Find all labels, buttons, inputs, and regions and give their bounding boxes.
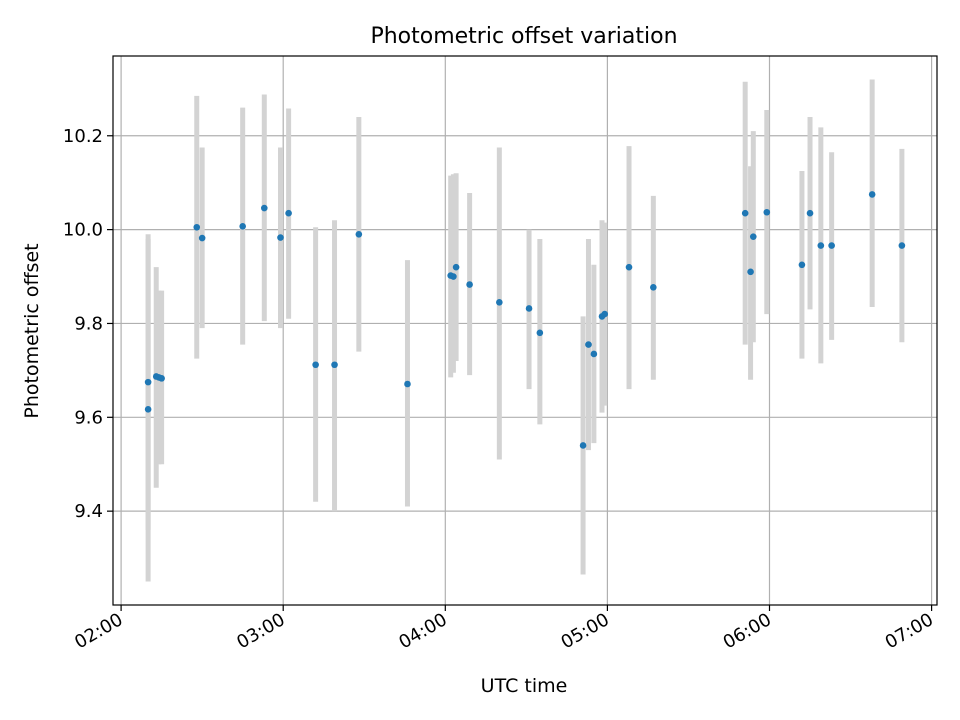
data-point xyxy=(590,350,598,358)
data-point xyxy=(763,208,771,216)
data-point xyxy=(404,380,411,388)
data-point xyxy=(579,442,587,449)
y-tick-label: 9.8 xyxy=(74,313,103,334)
x-tick-label: 02:00 xyxy=(71,609,126,653)
data-point xyxy=(312,361,319,369)
data-point xyxy=(285,209,292,217)
data-point xyxy=(828,242,835,249)
chart-title: Photometric offset variation xyxy=(370,24,677,49)
plot-grid xyxy=(113,56,937,605)
errorbar-layer xyxy=(145,79,905,582)
data-point xyxy=(749,233,757,240)
y-tick-label: 9.4 xyxy=(74,501,103,522)
data-point xyxy=(193,223,201,231)
data-point xyxy=(496,299,503,306)
data-point xyxy=(331,361,338,369)
data-point xyxy=(601,310,608,318)
data-point xyxy=(450,273,457,280)
data-point xyxy=(798,261,806,269)
y-axis: 9.4 9.6 9.8 10.0 10.2 xyxy=(63,126,113,522)
data-point xyxy=(650,284,657,291)
data-point xyxy=(585,341,592,348)
data-point xyxy=(260,204,268,212)
data-point xyxy=(898,242,906,249)
data-point-layer xyxy=(144,191,906,449)
data-point xyxy=(625,263,633,271)
data-point xyxy=(525,305,533,312)
x-axis-label: UTC time xyxy=(481,675,568,697)
y-tick-label: 9.6 xyxy=(74,407,103,428)
data-point xyxy=(747,268,754,276)
data-point xyxy=(536,329,544,337)
data-point xyxy=(277,234,284,241)
x-tick-label: 06:00 xyxy=(720,609,775,653)
y-tick-label: 10.0 xyxy=(63,220,103,241)
data-point xyxy=(806,209,814,217)
data-point xyxy=(466,281,473,288)
data-point xyxy=(868,191,876,198)
x-tick-label: 04:00 xyxy=(395,609,450,653)
data-point xyxy=(355,231,363,238)
y-axis-label: Photometric offset xyxy=(21,243,43,418)
x-tick-label: 03:00 xyxy=(233,609,288,653)
data-point xyxy=(144,378,152,386)
data-point xyxy=(239,223,246,230)
x-tick-label: 05:00 xyxy=(557,609,612,653)
data-point xyxy=(144,406,152,413)
data-point xyxy=(158,375,165,382)
plot-frame xyxy=(112,55,938,606)
data-point xyxy=(817,242,825,249)
y-tick-label: 10.2 xyxy=(63,126,103,147)
data-point xyxy=(198,234,206,242)
x-tick-label: 07:00 xyxy=(882,609,937,653)
x-axis: 02:00 03:00 04:00 05:00 06:00 07:00 xyxy=(71,605,937,653)
data-point xyxy=(452,263,460,271)
data-point xyxy=(741,209,749,217)
